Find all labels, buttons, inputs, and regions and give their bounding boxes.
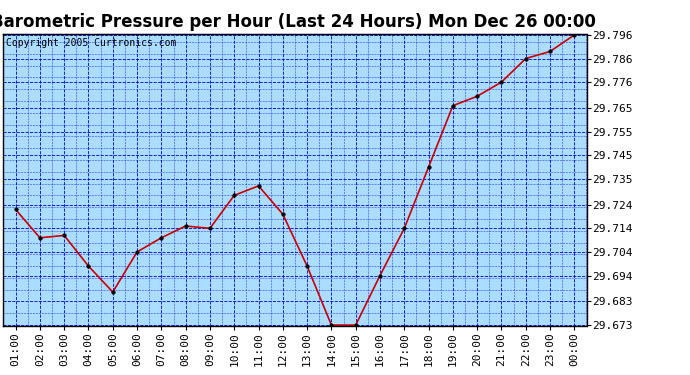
Text: Copyright 2005 Curtronics.com: Copyright 2005 Curtronics.com: [6, 38, 177, 48]
Text: Barometric Pressure per Hour (Last 24 Hours) Mon Dec 26 00:00: Barometric Pressure per Hour (Last 24 Ho…: [0, 13, 595, 31]
